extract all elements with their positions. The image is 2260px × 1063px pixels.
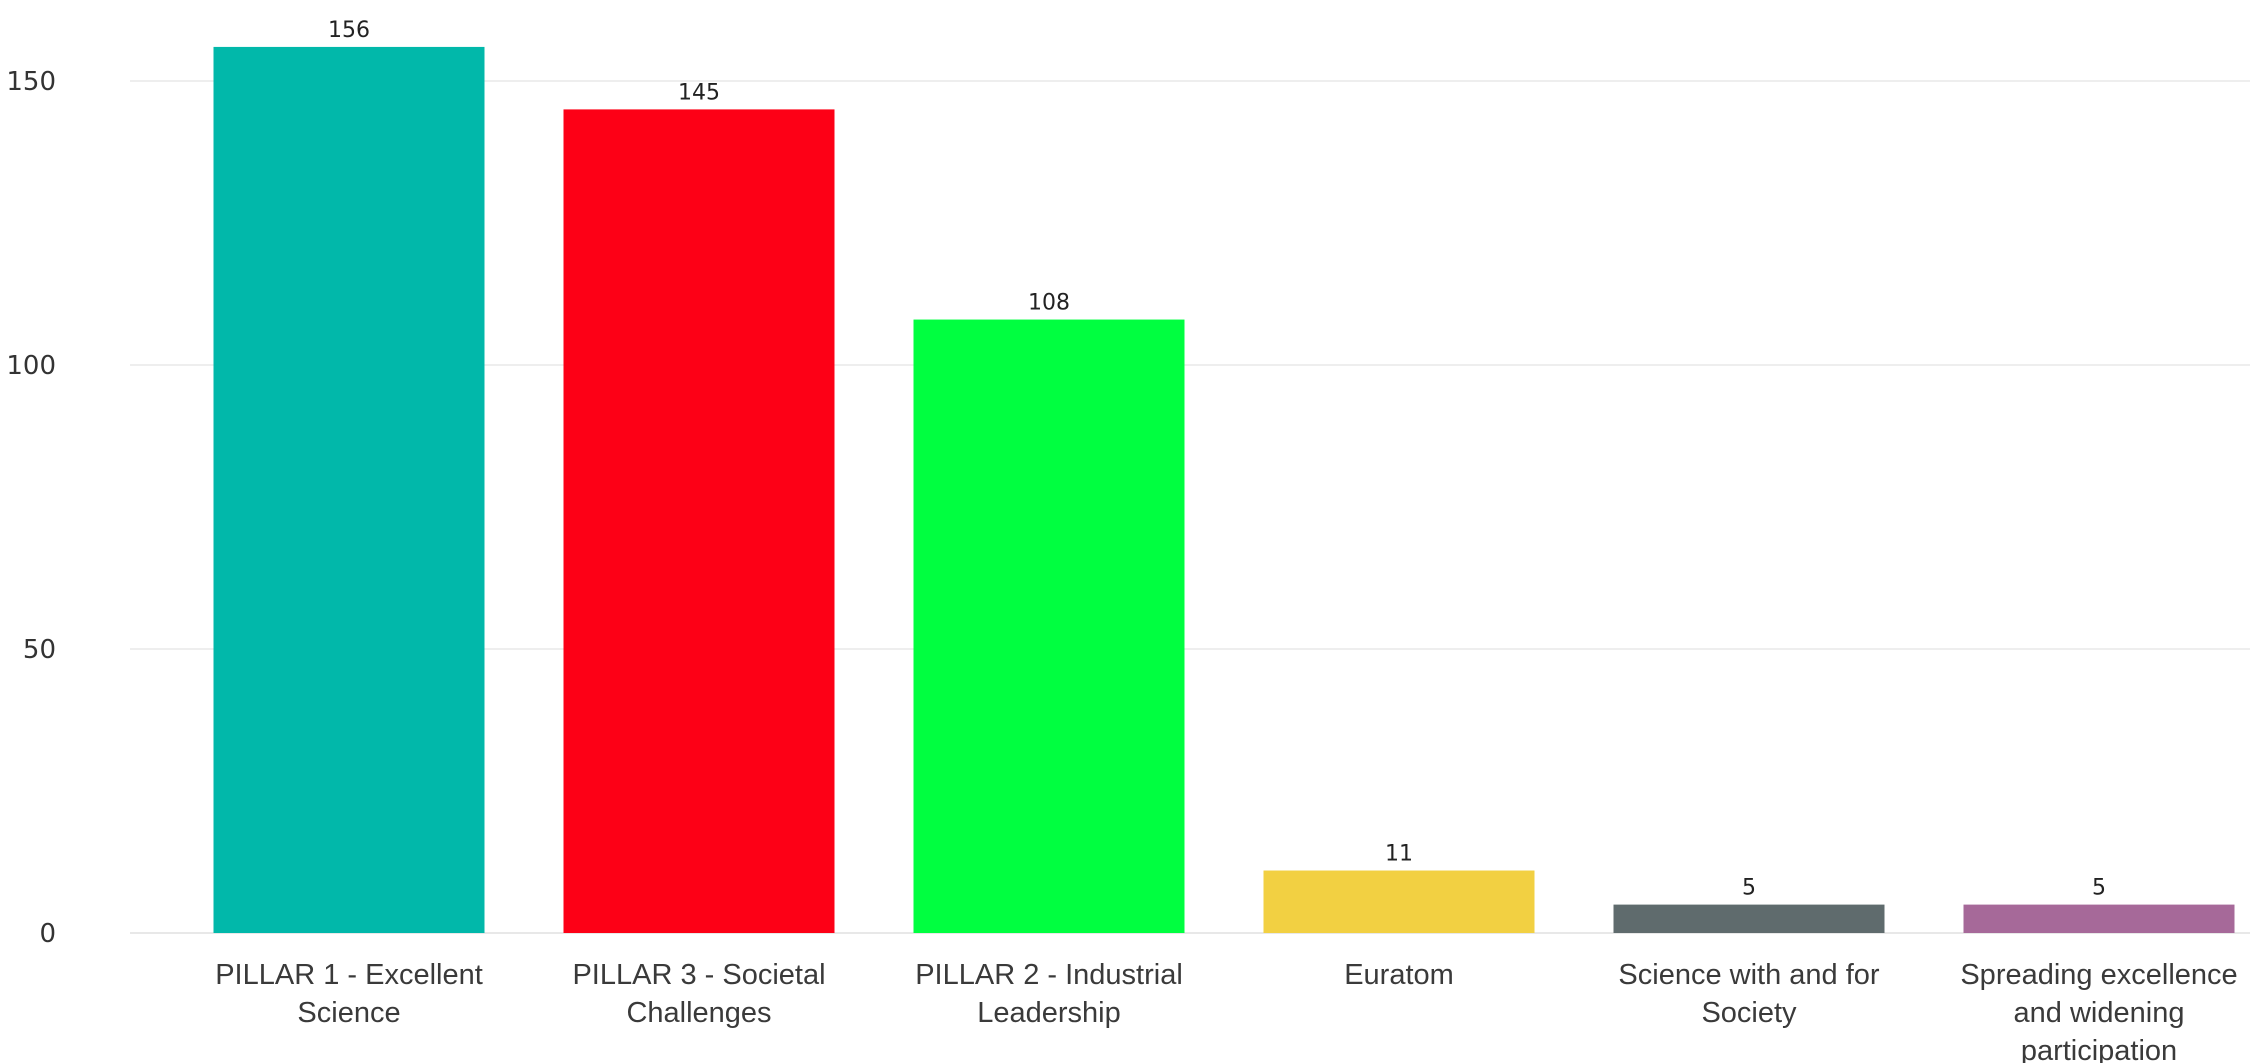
data-label: 5 [2092,876,2106,901]
y-tick-label: 150 [6,67,56,97]
x-category-label: PILLAR 1 - Excellent Science [215,959,483,1029]
bar[interactable] [1613,904,1885,933]
y-tick-label: 0 [39,919,56,949]
bar[interactable] [213,46,485,934]
x-category-label-line: PILLAR 3 - Societal [572,959,825,991]
y-axis-tick-labels: 0 50 100 150 [6,67,56,949]
x-category-label: Euratom [1344,959,1454,991]
x-category-label: PILLAR 2 - Industrial Leadership [915,959,1183,1029]
x-category-label-line: PILLAR 1 - Excellent [215,959,483,991]
y-tick-label: 100 [6,351,56,381]
data-label: 5 [1742,876,1756,901]
bar[interactable] [913,319,1185,933]
x-category-label-line: Science [297,997,400,1029]
x-axis-category-labels: PILLAR 1 - Excellent Science PILLAR 3 - So… [215,959,2237,1063]
x-category-label-line: Leadership [977,997,1121,1029]
x-category-label: PILLAR 3 - Societal Challenges [572,959,825,1029]
x-category-label: Spreading excellence and widening particip… [1960,959,2237,1063]
x-category-label-line: PILLAR 2 - Industrial [915,959,1183,991]
bar[interactable] [1963,904,2235,933]
bar[interactable] [563,109,835,933]
x-category-label-line: and widening [2014,997,2185,1029]
x-category-label-line: participation [2021,1035,2177,1063]
bars [213,46,2235,934]
x-category-label-line: Science with and for [1618,959,1879,991]
x-category-label-line: Euratom [1344,959,1454,991]
data-label: 11 [1385,842,1413,867]
y-tick-label: 50 [23,635,56,665]
data-label: 145 [678,80,720,105]
x-category-label: Science with and for Society [1618,959,1879,1029]
data-label: 108 [1028,291,1070,316]
data-label: 156 [328,18,370,43]
x-category-label-line: Society [1701,997,1797,1029]
data-labels: 156 145 108 11 5 5 [328,18,2106,901]
x-category-label-line: Spreading excellence [1960,959,2237,991]
bar[interactable] [1263,870,1535,933]
x-category-label-line: Challenges [626,997,771,1029]
